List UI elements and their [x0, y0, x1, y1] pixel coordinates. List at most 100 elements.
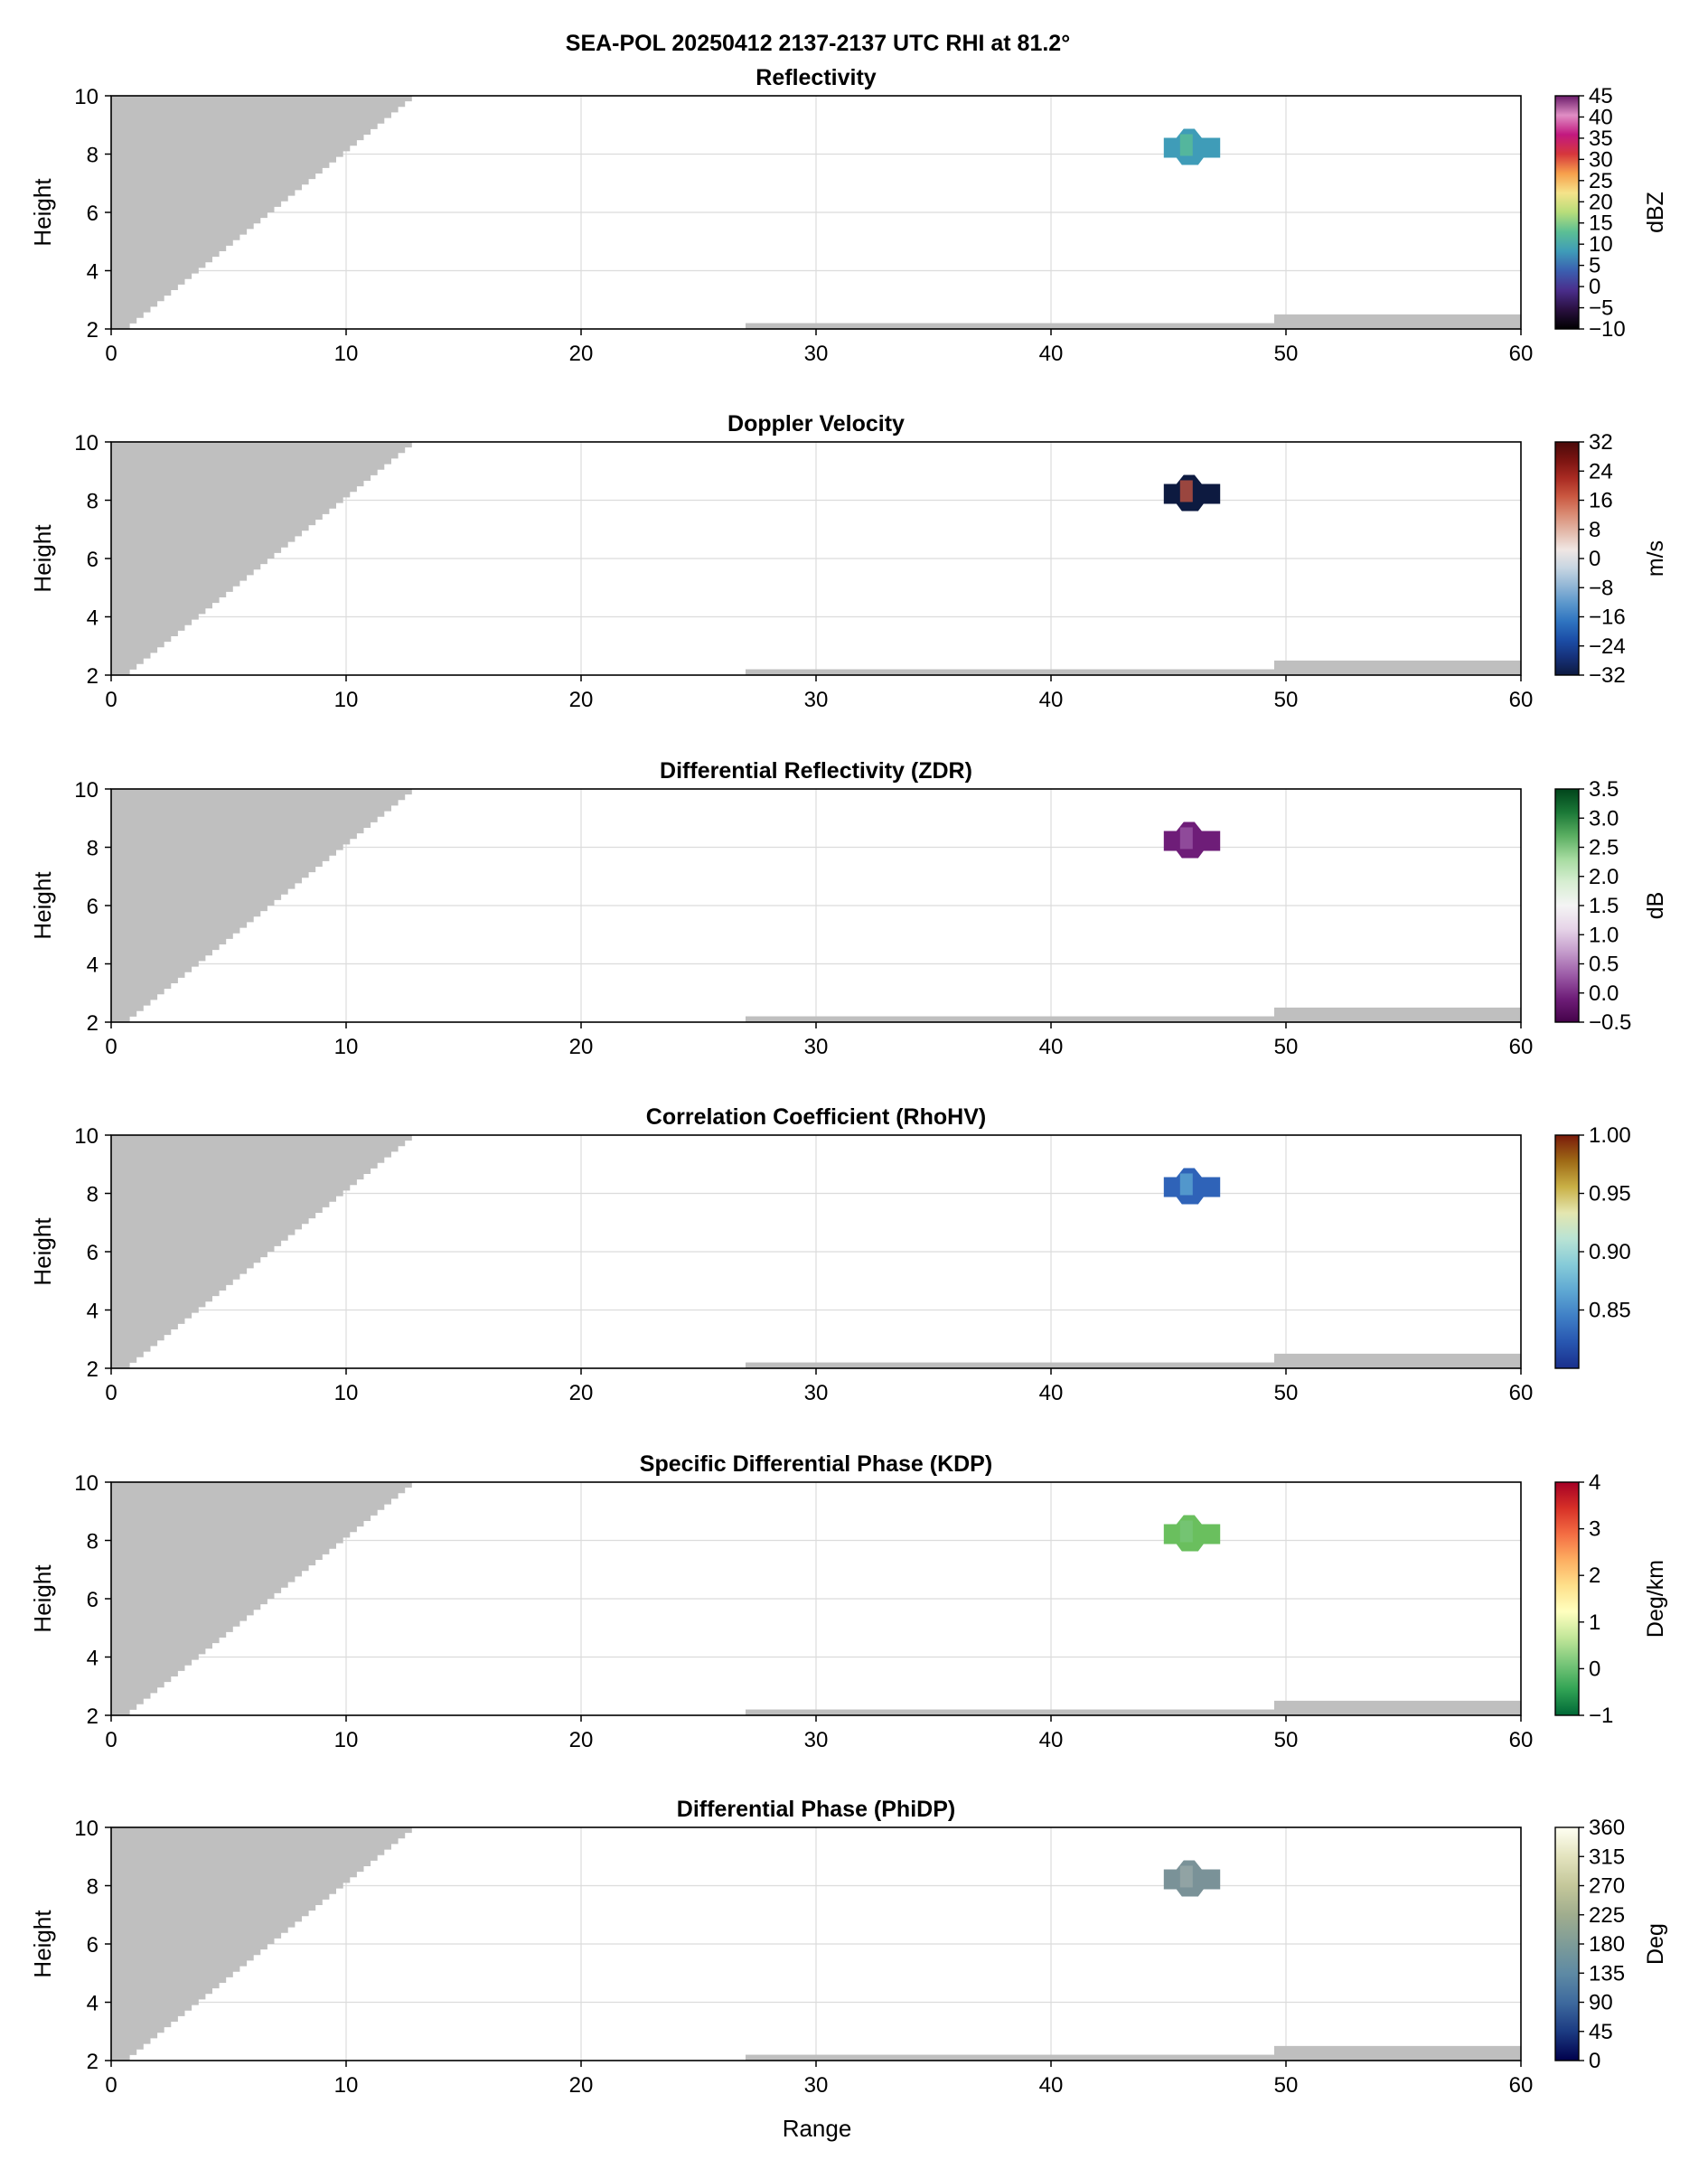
- x-tick-label: 40: [1039, 2073, 1064, 2098]
- ground-clutter: [746, 1362, 1274, 1368]
- y-tick-label: 10: [74, 1124, 99, 1149]
- y-tick-label: 6: [87, 1588, 99, 1612]
- colorbar-tick-label: 2.5: [1589, 836, 1619, 860]
- colorbar-tick-label: 1: [1589, 1610, 1600, 1635]
- colorbar-label: Deg/km: [1643, 1560, 1668, 1638]
- colorbar-tick-label: 30: [1589, 147, 1613, 172]
- x-tick-label: 30: [804, 2073, 829, 2098]
- ground-clutter: [746, 323, 1274, 329]
- colorbar-tick-label: 40: [1589, 105, 1613, 129]
- x-tick-label: 60: [1509, 2073, 1534, 2098]
- x-tick-label: 20: [569, 1381, 594, 1405]
- colorbar-tick-label: −10: [1589, 317, 1626, 342]
- blocked-region: [111, 1827, 412, 2061]
- colorbar-tick-label: 16: [1589, 489, 1613, 513]
- echo-core: [1179, 1173, 1193, 1196]
- x-tick-label: 60: [1509, 1381, 1534, 1405]
- colorbar-label: m/s: [1643, 540, 1668, 577]
- panel-4: Correlation Coefficient (RhoHV)0 10 20 30 40…: [29, 1104, 1631, 1405]
- ground-clutter: [1274, 1007, 1521, 1022]
- x-tick-label: 40: [1039, 342, 1064, 366]
- ground-clutter: [1274, 2045, 1521, 2061]
- x-tick-label: 30: [804, 1035, 829, 1059]
- x-tick-label: 0: [105, 2073, 117, 2098]
- colorbar: [1554, 95, 1580, 330]
- y-tick-label: 2: [87, 1011, 99, 1036]
- ground-clutter: [1274, 1353, 1521, 1368]
- x-tick-label: 50: [1274, 1381, 1299, 1405]
- y-axis-label: Height: [29, 524, 56, 593]
- echo-core: [1179, 134, 1193, 156]
- colorbar: [1554, 1826, 1580, 2061]
- colorbar: [1554, 788, 1580, 1023]
- y-tick-label: 6: [87, 548, 99, 572]
- colorbar-tick-label: 15: [1589, 211, 1613, 236]
- x-tick-label: 50: [1274, 1728, 1299, 1752]
- y-tick-label: 8: [87, 144, 99, 168]
- echo-core: [1179, 827, 1193, 850]
- colorbar-tick-label: −0.5: [1589, 1010, 1631, 1035]
- y-axis-label: Height: [29, 1564, 56, 1633]
- panel-title: Differential Phase (PhiDP): [677, 1797, 955, 1822]
- x-tick-label: 30: [804, 1728, 829, 1752]
- ground-clutter: [746, 1016, 1274, 1022]
- x-tick-label: 30: [804, 342, 829, 366]
- x-tick-label: 0: [105, 1381, 117, 1405]
- colorbar-tick-label: 180: [1589, 1932, 1625, 1957]
- x-tick-label: 20: [569, 1728, 594, 1752]
- colorbar: [1554, 1134, 1580, 1369]
- echo-core: [1179, 1520, 1193, 1543]
- colorbar-tick-label: −5: [1589, 296, 1613, 321]
- colorbar-tick-label: 1.0: [1589, 923, 1619, 947]
- colorbar-label: Deg: [1643, 1923, 1668, 1965]
- colorbar: [1554, 1481, 1580, 1716]
- blocked-region: [111, 442, 412, 675]
- y-tick-label: 2: [87, 2050, 99, 2074]
- x-tick-label: 20: [569, 1035, 594, 1059]
- ground-clutter: [1274, 314, 1521, 329]
- figure-title: SEA-POL 20250412 2137-2137 UTC RHI at 81…: [566, 31, 1070, 56]
- colorbar-tick-label: 25: [1589, 169, 1613, 193]
- x-tick-label: 50: [1274, 2073, 1299, 2098]
- colorbar-tick-label: 315: [1589, 1845, 1625, 1869]
- y-tick-label: 2: [87, 1704, 99, 1729]
- colorbar-tick-label: 90: [1589, 1991, 1613, 2015]
- y-tick-label: 6: [87, 1241, 99, 1265]
- y-tick-label: 6: [87, 1933, 99, 1958]
- colorbar-tick-label: −24: [1589, 634, 1626, 659]
- x-tick-label: 40: [1039, 1035, 1064, 1059]
- colorbar-tick-label: 0.5: [1589, 953, 1619, 977]
- y-tick-label: 2: [87, 318, 99, 343]
- panel-title: Reflectivity: [755, 65, 876, 90]
- x-axis-label: Range: [783, 2115, 852, 2142]
- colorbar-tick-label: 5: [1589, 254, 1600, 278]
- blocked-region: [111, 1482, 412, 1715]
- ground-clutter: [746, 2054, 1274, 2061]
- x-tick-label: 40: [1039, 1728, 1064, 1752]
- panel-6: Differential Phase (PhiDP)0 10 20 30 40 50 602…: [29, 1797, 1668, 2098]
- ground-clutter: [1274, 660, 1521, 675]
- colorbar-tick-label: 8: [1589, 518, 1600, 542]
- colorbar-tick-label: 0.85: [1589, 1299, 1631, 1323]
- y-tick-label: 10: [74, 85, 99, 109]
- x-tick-label: 30: [804, 688, 829, 712]
- panel-5: Specific Differential Phase (KDP)0 10 20 30…: [29, 1451, 1668, 1752]
- colorbar-tick-label: 0: [1589, 275, 1600, 299]
- x-tick-label: 10: [334, 2073, 359, 2098]
- y-tick-label: 4: [87, 260, 99, 285]
- y-tick-label: 4: [87, 953, 99, 978]
- x-tick-label: 60: [1509, 1035, 1534, 1059]
- blocked-region: [111, 96, 412, 329]
- panel-3: Differential Reflectivity (ZDR)0 10 20 30 40…: [29, 758, 1668, 1059]
- y-tick-label: 10: [74, 431, 99, 455]
- colorbar-tick-label: −16: [1589, 606, 1626, 630]
- colorbar-tick-label: 3: [1589, 1517, 1600, 1542]
- y-axis-label: Height: [29, 871, 56, 940]
- colorbar-tick-label: 225: [1589, 1903, 1625, 1928]
- y-tick-label: 2: [87, 664, 99, 689]
- colorbar-tick-label: 0.90: [1589, 1240, 1631, 1264]
- x-tick-label: 40: [1039, 688, 1064, 712]
- colorbar-tick-label: 24: [1589, 459, 1613, 484]
- y-tick-label: 6: [87, 895, 99, 919]
